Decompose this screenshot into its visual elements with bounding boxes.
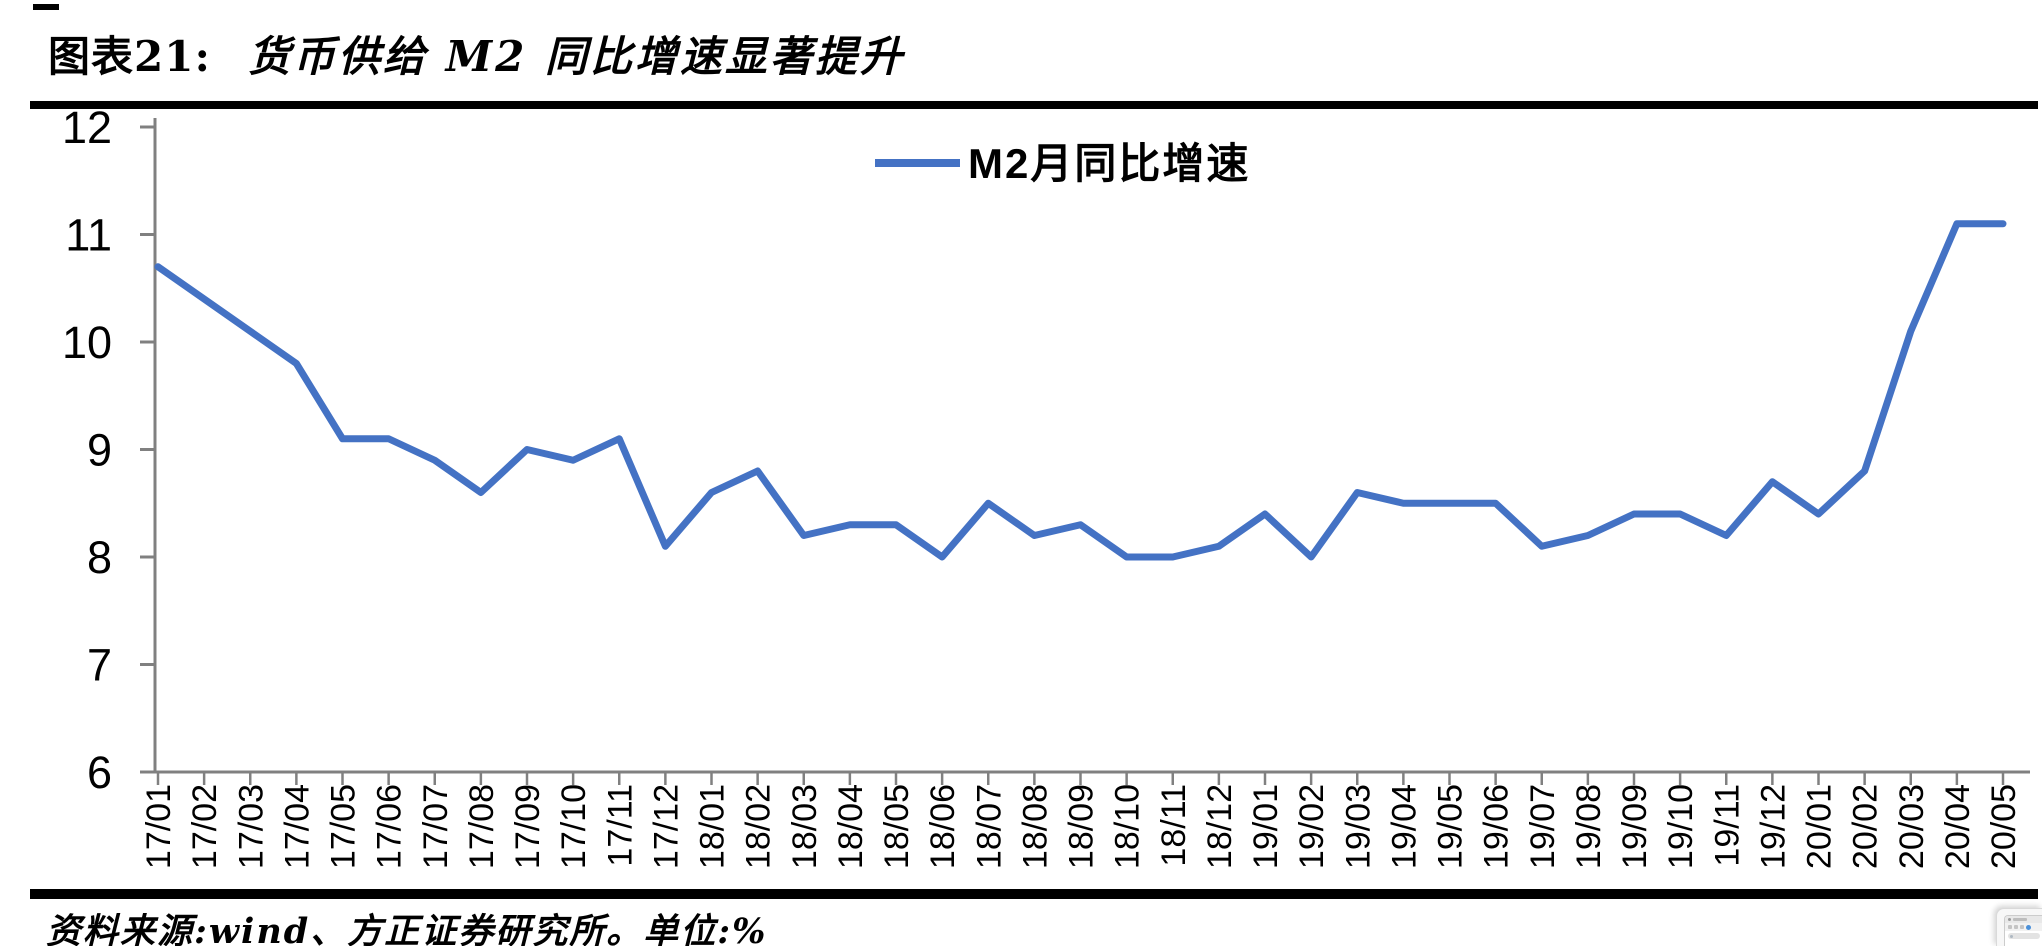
address-bar: [2008, 933, 2040, 939]
y-tick-label: 6: [87, 747, 112, 798]
y-tick-label: 7: [87, 640, 112, 691]
x-tick-label: 18/03: [786, 784, 824, 869]
x-tick-label: 18/07: [970, 784, 1008, 869]
x-tick-label: 17/10: [555, 784, 593, 869]
page-edge-mark: [33, 4, 59, 10]
legend-label: M2月同比增速: [968, 140, 1250, 187]
x-tick-label: 19/09: [1616, 784, 1654, 869]
x-tick-label: 18/12: [1201, 784, 1239, 869]
x-tick-label: 20/02: [1847, 784, 1885, 869]
x-tick-label: 17/01: [140, 784, 178, 869]
x-tick-label: 20/04: [1939, 784, 1977, 869]
profile-avatar-icon: [2026, 924, 2031, 930]
x-tick-label: 18/06: [924, 784, 962, 869]
tab-title-bar: [2013, 918, 2027, 921]
browser-window-thumbnail[interactable]: [1996, 908, 2042, 946]
source-note: 资料来源:wind、方正证券研究所。单位:%: [46, 911, 768, 946]
x-tick-label: 18/09: [1063, 784, 1101, 869]
x-tick-label: 18/05: [878, 784, 916, 869]
y-tick-label: 8: [87, 532, 112, 583]
y-tick-label: 11: [65, 210, 112, 261]
x-tick-label: 19/03: [1339, 784, 1377, 869]
x-tick-label: 17/09: [509, 784, 547, 869]
x-tick-label: 18/01: [694, 784, 732, 869]
y-tick-label: 10: [62, 317, 112, 368]
x-tick-label: 17/12: [647, 784, 685, 869]
y-tick-label: 12: [62, 102, 112, 153]
x-tick-label: 19/04: [1385, 784, 1423, 869]
browser-thumbnail-toolbar: [2005, 923, 2042, 931]
x-tick-label: 20/01: [1801, 784, 1839, 869]
x-tick-label: 18/11: [1155, 784, 1193, 867]
figure-title-row: 图表21: 货币供给 M2 同比增速显著提升: [48, 34, 1948, 84]
x-tick-label: 19/05: [1432, 784, 1470, 869]
browser-thumbnail-body: [2004, 915, 2042, 946]
x-tick-label: 17/02: [186, 784, 224, 869]
x-tick-label: 19/12: [1754, 784, 1792, 869]
x-tick-label: 19/11: [1708, 784, 1746, 867]
x-tick-label: 17/05: [325, 784, 363, 869]
x-tick-label: 18/04: [832, 784, 870, 869]
reload-icon: [2020, 925, 2024, 929]
x-tick-label: 19/08: [1570, 784, 1608, 869]
x-tick-label: 19/06: [1478, 784, 1516, 869]
back-icon: [2008, 925, 2012, 929]
m2-series-line: [154, 220, 2007, 561]
x-tick-label: 17/08: [463, 784, 501, 869]
forward-icon: [2014, 925, 2018, 929]
site-favicon-icon: [2010, 934, 2013, 938]
x-tick-label: 18/08: [1016, 784, 1054, 869]
browser-thumbnail-titlebar: [2005, 916, 2042, 923]
y-tick-label: 9: [87, 425, 112, 476]
window-dot-icon: [2008, 918, 2011, 921]
x-tick-label: 17/06: [371, 784, 409, 869]
x-tick-label: 17/07: [417, 784, 455, 869]
x-tick-label: 19/10: [1662, 784, 1700, 869]
x-tick-label: 17/03: [232, 784, 270, 869]
figure-title: 货币供给 M2 同比增速显著提升: [248, 32, 905, 81]
figure-label: 图表21:: [48, 32, 211, 81]
x-tick-label: 19/02: [1293, 784, 1331, 869]
x-tick-label: 20/03: [1893, 784, 1931, 869]
x-tick-label: 19/01: [1247, 784, 1285, 869]
top-divider-rule: [30, 101, 2038, 109]
x-tick-label: 17/11: [601, 784, 639, 867]
x-tick-label: 17/04: [278, 784, 316, 869]
x-tick-label: 20/05: [1985, 784, 2023, 869]
bottom-divider-rule: [30, 889, 2038, 899]
x-tick-label: 18/02: [740, 784, 778, 869]
x-tick-label: 19/07: [1524, 784, 1562, 869]
x-tick-label: 18/10: [1109, 784, 1147, 869]
